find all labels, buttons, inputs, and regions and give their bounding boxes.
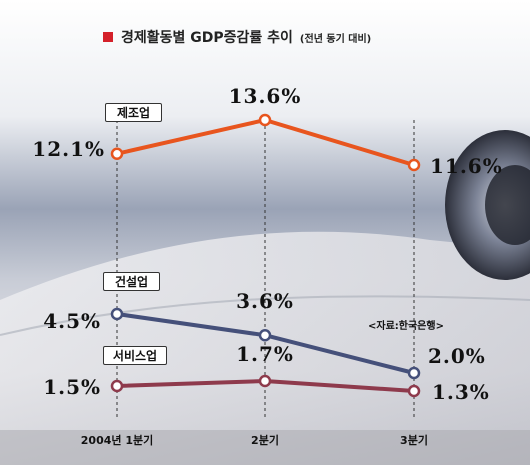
data-label-1-1: 3.6% [236,289,294,313]
data-point-1-0 [110,307,124,321]
data-label-1-0: 4.5% [43,309,101,333]
x-tick-label-2: 3분기 [400,433,428,447]
data-point-2-0 [110,379,124,393]
chart-subtitle: (전년 동기 대비) [299,33,372,45]
data-point-1-2 [407,366,421,380]
data-label-0-0: 12.1% [32,137,105,161]
data-point-2-2 [407,384,421,398]
data-label-2-2: 1.3% [432,380,490,404]
data-label-1-2: 2.0% [428,344,486,368]
data-point-1-1 [258,328,272,342]
ground-strip [0,430,530,465]
wing-edge-line [0,295,530,336]
data-point-2-1 [258,374,272,388]
chart-title-text: 경제활동별 GDP증감률 추이 [121,30,293,46]
data-label-0-2: 11.6% [430,154,503,178]
series-label-2: 서비스업 [103,346,167,365]
series-label-1: 건설업 [103,272,160,291]
x-tick-label-1: 2분기 [251,433,279,447]
data-point-0-1 [258,113,272,127]
data-label-2-1: 1.7% [236,342,294,366]
engine-intake-shape [485,165,530,245]
data-point-0-0 [110,147,124,160]
series-label-0: 제조업 [105,103,162,122]
chart-title: 경제활동별 GDP증감률 추이 (전년 동기 대비) [103,26,371,48]
title-square-icon [103,32,113,42]
data-label-0-1: 13.6% [229,84,302,108]
x-tick-label-0: 2004년 1분기 [81,433,153,447]
data-point-0-2 [407,158,421,172]
data-label-2-0: 1.5% [43,375,101,399]
source-note: <자료:한국은행> [368,321,444,332]
